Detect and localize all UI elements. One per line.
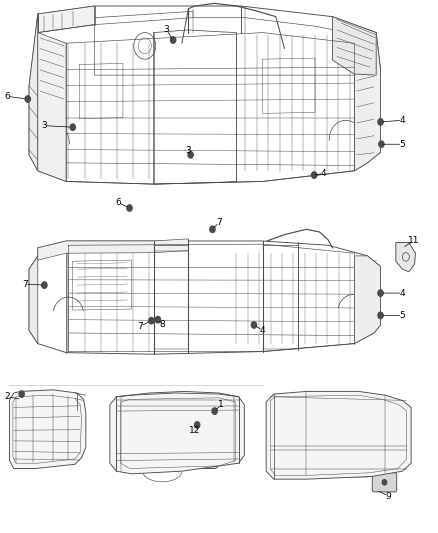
FancyBboxPatch shape xyxy=(16,438,43,456)
FancyBboxPatch shape xyxy=(139,408,211,462)
Text: 5: 5 xyxy=(399,140,405,149)
Circle shape xyxy=(188,152,193,158)
Text: 4: 4 xyxy=(321,169,327,178)
Circle shape xyxy=(42,282,47,288)
Circle shape xyxy=(25,96,30,102)
Polygon shape xyxy=(332,17,376,75)
Circle shape xyxy=(382,480,387,485)
Text: 7: 7 xyxy=(138,321,143,330)
Text: 3: 3 xyxy=(42,121,47,130)
Circle shape xyxy=(378,290,383,296)
Text: 2: 2 xyxy=(4,392,10,401)
Circle shape xyxy=(379,141,384,148)
Text: 4: 4 xyxy=(399,116,405,125)
Text: 7: 7 xyxy=(22,279,28,288)
Polygon shape xyxy=(354,33,381,171)
Circle shape xyxy=(378,119,383,125)
FancyBboxPatch shape xyxy=(372,473,397,492)
Circle shape xyxy=(251,322,257,328)
Polygon shape xyxy=(110,391,244,474)
Polygon shape xyxy=(396,243,416,272)
Text: 8: 8 xyxy=(159,320,165,329)
Polygon shape xyxy=(10,390,86,469)
Text: 1: 1 xyxy=(218,400,224,409)
Circle shape xyxy=(19,391,24,397)
Circle shape xyxy=(70,124,75,131)
Text: 9: 9 xyxy=(385,491,391,500)
Text: 4: 4 xyxy=(399,288,405,297)
Circle shape xyxy=(378,312,383,319)
Text: 7: 7 xyxy=(216,218,222,227)
Circle shape xyxy=(210,226,215,232)
FancyBboxPatch shape xyxy=(196,430,215,445)
Polygon shape xyxy=(354,256,381,344)
FancyBboxPatch shape xyxy=(275,399,380,449)
FancyBboxPatch shape xyxy=(133,400,218,469)
Text: 12: 12 xyxy=(189,426,201,435)
Text: 11: 11 xyxy=(407,237,419,246)
Polygon shape xyxy=(38,33,66,181)
Polygon shape xyxy=(29,256,38,344)
FancyBboxPatch shape xyxy=(282,406,372,443)
Circle shape xyxy=(155,317,160,323)
Circle shape xyxy=(311,172,317,178)
Polygon shape xyxy=(29,14,38,171)
Text: 6: 6 xyxy=(4,92,10,101)
Text: 3: 3 xyxy=(186,146,191,155)
FancyBboxPatch shape xyxy=(16,407,43,430)
FancyBboxPatch shape xyxy=(304,454,369,477)
Text: 6: 6 xyxy=(116,198,121,207)
Text: 3: 3 xyxy=(164,26,170,35)
Polygon shape xyxy=(38,239,188,260)
Text: 4: 4 xyxy=(260,326,265,335)
Circle shape xyxy=(149,318,154,324)
Circle shape xyxy=(127,205,132,211)
Circle shape xyxy=(212,408,217,414)
Polygon shape xyxy=(266,391,411,479)
Circle shape xyxy=(194,422,200,428)
Text: 5: 5 xyxy=(399,311,405,320)
Circle shape xyxy=(170,37,176,43)
Polygon shape xyxy=(38,6,95,33)
